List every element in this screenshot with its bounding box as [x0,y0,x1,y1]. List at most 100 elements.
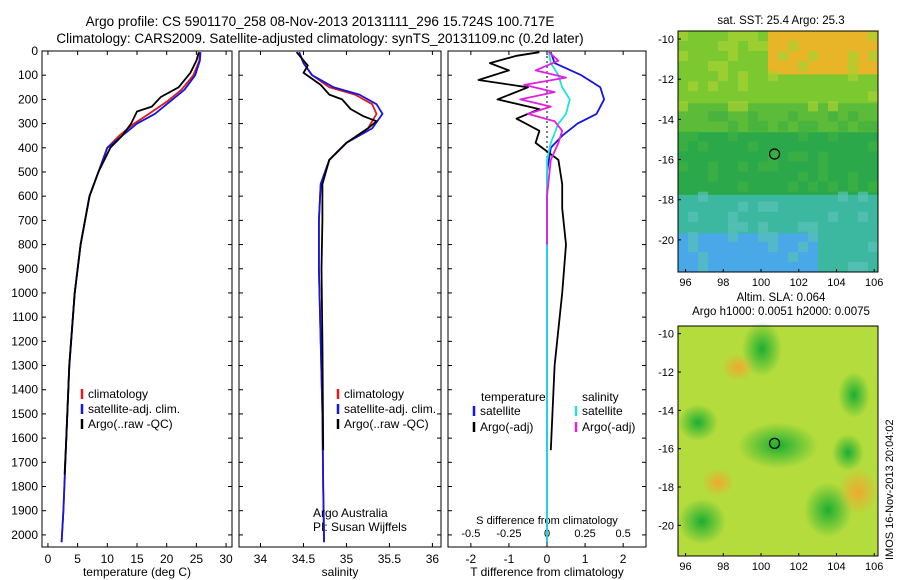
legend-title: temperature [481,390,546,404]
sla-blob [838,468,878,515]
sst-pixel [748,121,758,132]
series-group [60,51,202,543]
y-tick-label: -10 [658,329,674,341]
legend-label: Argo(-adj) [582,420,635,434]
s-tick-label: -0.5 [461,528,480,540]
sst-pixel [748,41,758,52]
chart-subtitle: Climatology: CARS2009. Satellite-adjuste… [56,31,584,46]
sst-pixel [688,241,698,252]
sst-pixel [808,221,818,232]
legend-label: Argo(..raw -QC) [88,417,173,431]
legend-label: Argo(-adj) [480,420,533,434]
sst-pixel [738,71,748,82]
x-tick-label: 15 [130,552,144,566]
y-tick-label: -16 [658,444,674,456]
s-tick-label: 0.5 [616,528,631,540]
x-tick-label: 25 [190,552,204,566]
sst-pixel [798,131,808,142]
y-tick-label: -14 [658,405,674,417]
sst-pixel [738,31,748,42]
x-tick-label: 0 [45,552,52,566]
sst-pixel [678,161,688,172]
x-tick-label: 98 [717,561,729,573]
sst-pixel [678,31,688,42]
sst-pixel [728,131,738,142]
sla-map-subtitle: Argo h1000: 0.0051 h2000: 0.0075 [692,306,870,318]
legend-label: satellite-adj. clim. [344,402,436,416]
y-tick-label: 1800 [11,480,38,494]
sst-pixel [848,181,858,192]
sst-pixel [678,131,688,142]
sst-pixel [768,71,778,82]
y-tick-label: 100 [18,68,38,82]
y-tick-label: 500 [18,165,38,179]
x-tick-label: 106 [865,561,883,573]
legend-title: salinity [582,390,619,404]
sst-pixel [868,91,878,102]
x-tick-label: 100 [752,561,770,573]
sst-pixel [778,121,788,132]
y-tick-label: 1400 [11,383,38,397]
annotation-text: Argo Australia [313,506,388,520]
sst-pixel [828,211,838,222]
y-tick-label: 400 [18,141,38,155]
y-tick-label: 1300 [11,359,38,373]
sla-map: 96 98 100 102 104 106 -10 -12 -14 -16 -18 -20 [658,321,883,573]
x-tick-label: 96 [679,277,691,289]
y-tick-label: 800 [18,238,38,252]
sst-pixel [728,121,738,132]
sst-pixel [848,61,858,72]
sst-pixel [788,181,798,192]
y-tick-label: 1600 [11,431,38,445]
series-group [477,51,605,543]
map-frame [677,325,879,557]
map-frame [677,30,879,273]
sst-pixel [698,251,708,262]
sst-pixel [728,101,738,112]
sst-pixel [738,161,748,172]
plot-frame [238,50,442,548]
sst-pixel [728,231,738,242]
sst-pixel [788,251,798,262]
sst-pixel [798,151,808,162]
sst-pixel [718,111,728,122]
sst-pixel [708,111,718,122]
x-axis-label: salinity [322,565,359,579]
sst-pixel [808,51,818,62]
y-tick-label: -16 [658,155,674,167]
x-tick-label: 10 [101,552,115,566]
sst-pixel [748,141,758,152]
sst-pixel [868,121,878,132]
x-tick-label: -2 [466,552,477,566]
sst-pixel [698,141,708,152]
y-tick-label: 1900 [11,504,38,518]
sst-pixel [838,121,848,132]
x-tick-label: 100 [752,277,770,289]
sst-pixel [728,221,738,232]
plot-frame [41,50,233,548]
series-line [477,51,567,451]
sla-blob [738,422,818,469]
sst-pixel [738,181,748,192]
sst-pixel [798,241,808,252]
y-tick-label: -12 [658,367,674,379]
profile-marker [768,437,781,449]
sst-pixel [818,161,828,172]
sst-pixel [708,81,718,92]
x-tick-label: 102 [790,277,808,289]
sst-pixel [698,191,708,202]
y-tick-label: 1000 [11,286,38,300]
y-tick-label: -18 [658,195,674,207]
sst-pixel [848,171,858,182]
s-tick-label: 0.25 [574,528,595,540]
profile-marker [768,148,781,160]
x-tick-label: 35.5 [378,552,402,566]
sst-pixel [768,231,778,242]
sst-pixel [708,161,718,172]
y-tick-label: -18 [658,482,674,494]
sst-pixel [828,111,838,122]
sst-pixel [738,221,748,232]
sst-pixel [828,181,838,192]
x-tick-label: 0 [544,552,551,566]
